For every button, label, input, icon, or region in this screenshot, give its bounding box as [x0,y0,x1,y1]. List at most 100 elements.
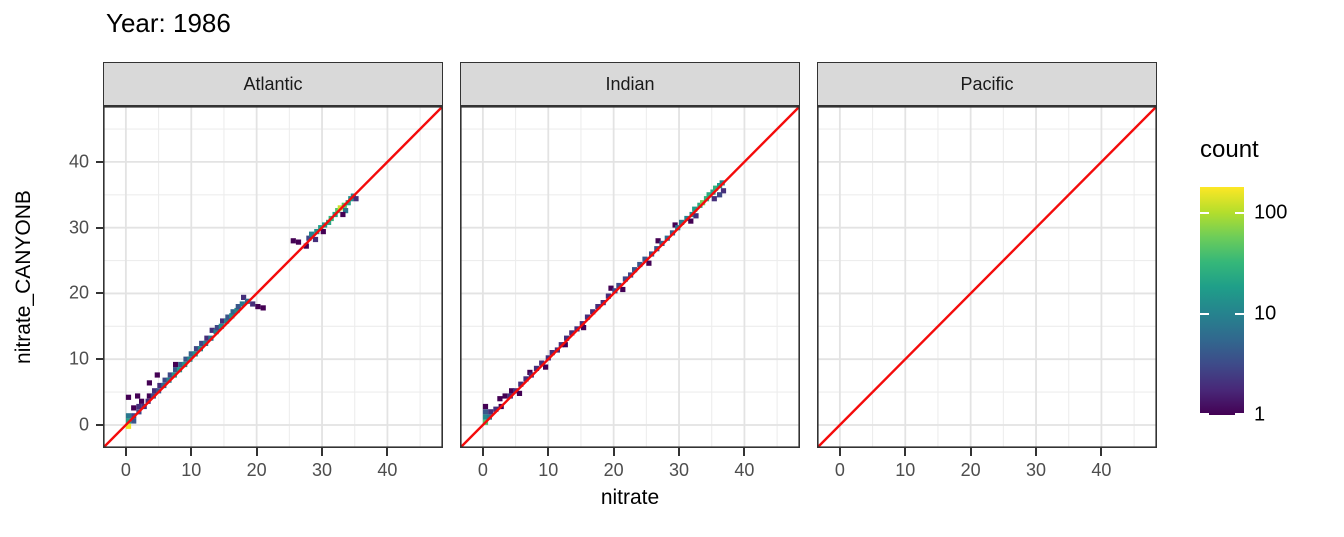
bin2d-cell [178,361,184,368]
bin2d-cell [605,293,611,299]
bin2d-cell [188,351,194,357]
bin2d-cell [220,318,226,324]
bin2d-cell [343,208,349,214]
bin2d-cell [235,304,241,310]
bin2d-cell [152,388,158,394]
bin2d-cell [224,318,230,324]
bin2d-cell [146,393,152,399]
bin2d-cell [204,335,210,341]
x-axis-tick-label: 10 [181,460,202,480]
bin2d-cell [523,376,529,382]
bin2d-cell [482,403,489,410]
bin2d-cell [125,423,132,429]
bin2d-cell [250,301,256,307]
bin2d-cell [562,342,568,348]
bin2d-cell [131,405,137,411]
x-axis-tick-label: 20 [603,460,624,480]
x-axis-tick-label: 30 [312,460,333,480]
legend-colorbar-tick [1235,413,1244,415]
x-axis-tick-label: 30 [669,460,690,480]
x-axis-tick-label: 0 [834,460,845,480]
x-axis-tick [1035,448,1038,456]
y-axis: 0 10 20 30 40 [0,106,103,448]
bin2d-cell [309,231,315,237]
bin2d-cell [239,301,245,307]
identity-reference-line [460,106,800,448]
bin2d-cell [692,206,698,212]
bin2d-cell [516,390,523,396]
bin2d-cell [154,372,160,378]
bin2d-cell [157,382,163,389]
y-axis-tick [96,358,103,361]
x-axis-tick [1100,448,1103,456]
bin2d-cell [162,377,168,383]
bin2d-cell [584,314,591,320]
bin2d-cell [139,398,145,404]
bin2d-cell [241,294,247,300]
bin2d-cell [717,192,723,198]
legend-count: count 100 10 1 [1190,130,1340,440]
bin2d-cell [303,243,309,249]
y-axis-tick [96,292,103,295]
x-axis-tick [743,448,746,456]
bin2d-cell [173,367,179,373]
bin2d-cell [135,393,141,399]
bin2d-cell [632,267,638,273]
bin2d-cell [497,396,503,402]
bin2d-cell [564,335,570,341]
bin2d-cell [193,346,200,352]
bin2d-cell [214,325,220,331]
legend-colorbar-tick [1235,312,1244,315]
bin2d-cell [713,185,719,191]
y-axis-tick [96,423,103,426]
bin2d-cell [616,282,622,289]
bin2d-cell [482,409,489,415]
x-axis-tick-label: 0 [120,460,131,480]
bin2d-cell [353,196,359,202]
x-axis-tick-label: 20 [246,460,267,480]
x-axis-tick [255,448,258,456]
plot-title: Year: 1986 [106,8,231,38]
facet-strip-indian: Indian [460,62,800,106]
y-axis-title: nitrate_CANYONB [12,190,35,364]
bin2d-cell [581,325,587,331]
facet-panel-pacific [817,106,1157,448]
facet-strip-label: Atlantic [243,73,303,94]
bin2d-cell [146,380,152,386]
x-axis-tick [904,448,907,456]
x-axis-title: nitrate [600,486,660,509]
legend-title: count [1200,136,1259,163]
bin2d-cell [230,309,236,315]
bin2d-cell [549,350,555,356]
x-axis-tick-label: 10 [538,460,559,480]
bin2d-cell [482,414,489,420]
legend-tick-label: 10 [1254,302,1277,325]
legend-colorbar-tick [1200,211,1209,214]
y-axis-tick-label: 0 [78,414,89,435]
bin2d-cell [260,305,266,311]
x-axis-tick-label: 20 [960,460,981,480]
x-axis-tick [547,448,550,456]
legend-tick-label: 1 [1254,403,1266,426]
x-axis-tick [190,448,193,456]
bin2d-cell [183,356,189,362]
bin2d-cell [209,327,215,333]
facet-strip-atlantic: Atlantic [103,62,443,106]
bin2d-cell [167,372,173,378]
bin2d-cell [199,340,205,346]
identity-reference-line [817,106,1157,448]
legend-colorbar-tick [1200,413,1209,415]
bin2d-cell [590,309,596,315]
legend-colorbar [1200,187,1244,415]
legend-colorbar-tick [1200,312,1209,315]
facet-strip-pacific: Pacific [817,62,1157,106]
identity-reference-line [103,106,443,448]
bin2d-cell [518,381,524,387]
bin2d-cell [539,360,545,366]
bin2d-cell [125,394,132,400]
bin2d-cell [173,361,179,368]
bin2d-cell [131,418,137,424]
y-axis-tick-label: 30 [68,217,89,238]
bin2d-cell [340,211,346,218]
x-axis-tick [481,448,484,456]
